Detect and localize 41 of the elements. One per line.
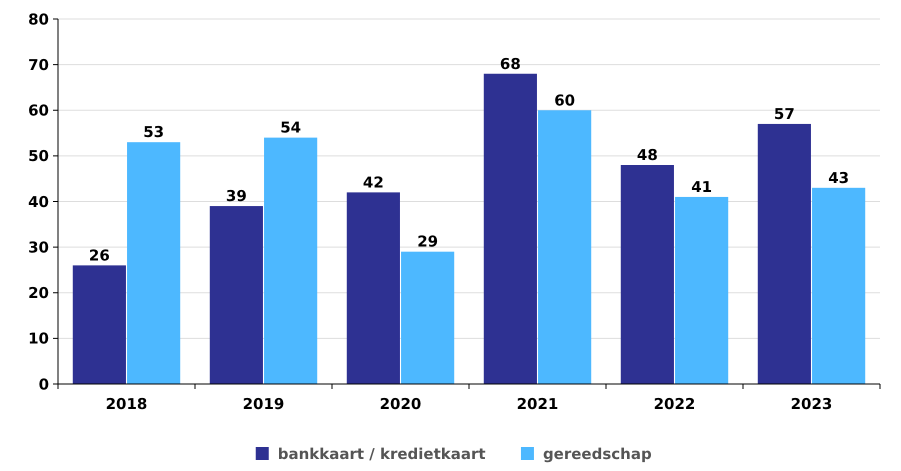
data-label: 43 [828, 168, 850, 187]
x-tick-label: 2018 [106, 395, 148, 413]
data-label: 68 [500, 54, 521, 73]
data-label: 53 [143, 123, 164, 142]
bar [127, 142, 180, 384]
data-label: 57 [774, 104, 795, 123]
bar [758, 124, 811, 384]
x-tick-label: 2021 [516, 395, 558, 413]
y-tick-label: 40 [28, 192, 49, 211]
bar [812, 188, 866, 384]
bar [484, 74, 537, 384]
bar [675, 196, 728, 384]
data-label: 29 [417, 232, 438, 251]
data-label: 48 [636, 146, 658, 164]
legend-label: bankkaart / kredietkaart [278, 445, 486, 463]
y-tick-label: 30 [28, 238, 49, 256]
data-label: 39 [226, 187, 247, 206]
y-tick-label: 0 [38, 375, 49, 394]
data-label: 60 [554, 91, 576, 110]
y-tick-label: 50 [28, 147, 49, 166]
bar [538, 110, 592, 384]
y-tick-label: 10 [28, 330, 49, 348]
data-label: 54 [280, 118, 302, 137]
data-label: 26 [88, 246, 110, 264]
data-label: 42 [362, 173, 384, 192]
x-tick-label: 2020 [380, 395, 422, 413]
bar [346, 192, 400, 384]
bar [620, 165, 674, 384]
legend-label: gereedschap [542, 445, 652, 463]
y-tick-label: 60 [28, 102, 49, 120]
bar [72, 265, 126, 384]
x-tick-label: 2019 [242, 395, 284, 413]
bar [401, 252, 454, 384]
y-tick-label: 20 [28, 284, 49, 302]
bar [210, 206, 263, 384]
y-tick-label: 70 [28, 56, 49, 74]
bar [264, 138, 318, 384]
x-tick-label: 2023 [790, 395, 832, 413]
x-tick-label: 2022 [654, 395, 696, 413]
data-label: 41 [691, 178, 712, 196]
y-tick-label: 80 [28, 10, 49, 28]
